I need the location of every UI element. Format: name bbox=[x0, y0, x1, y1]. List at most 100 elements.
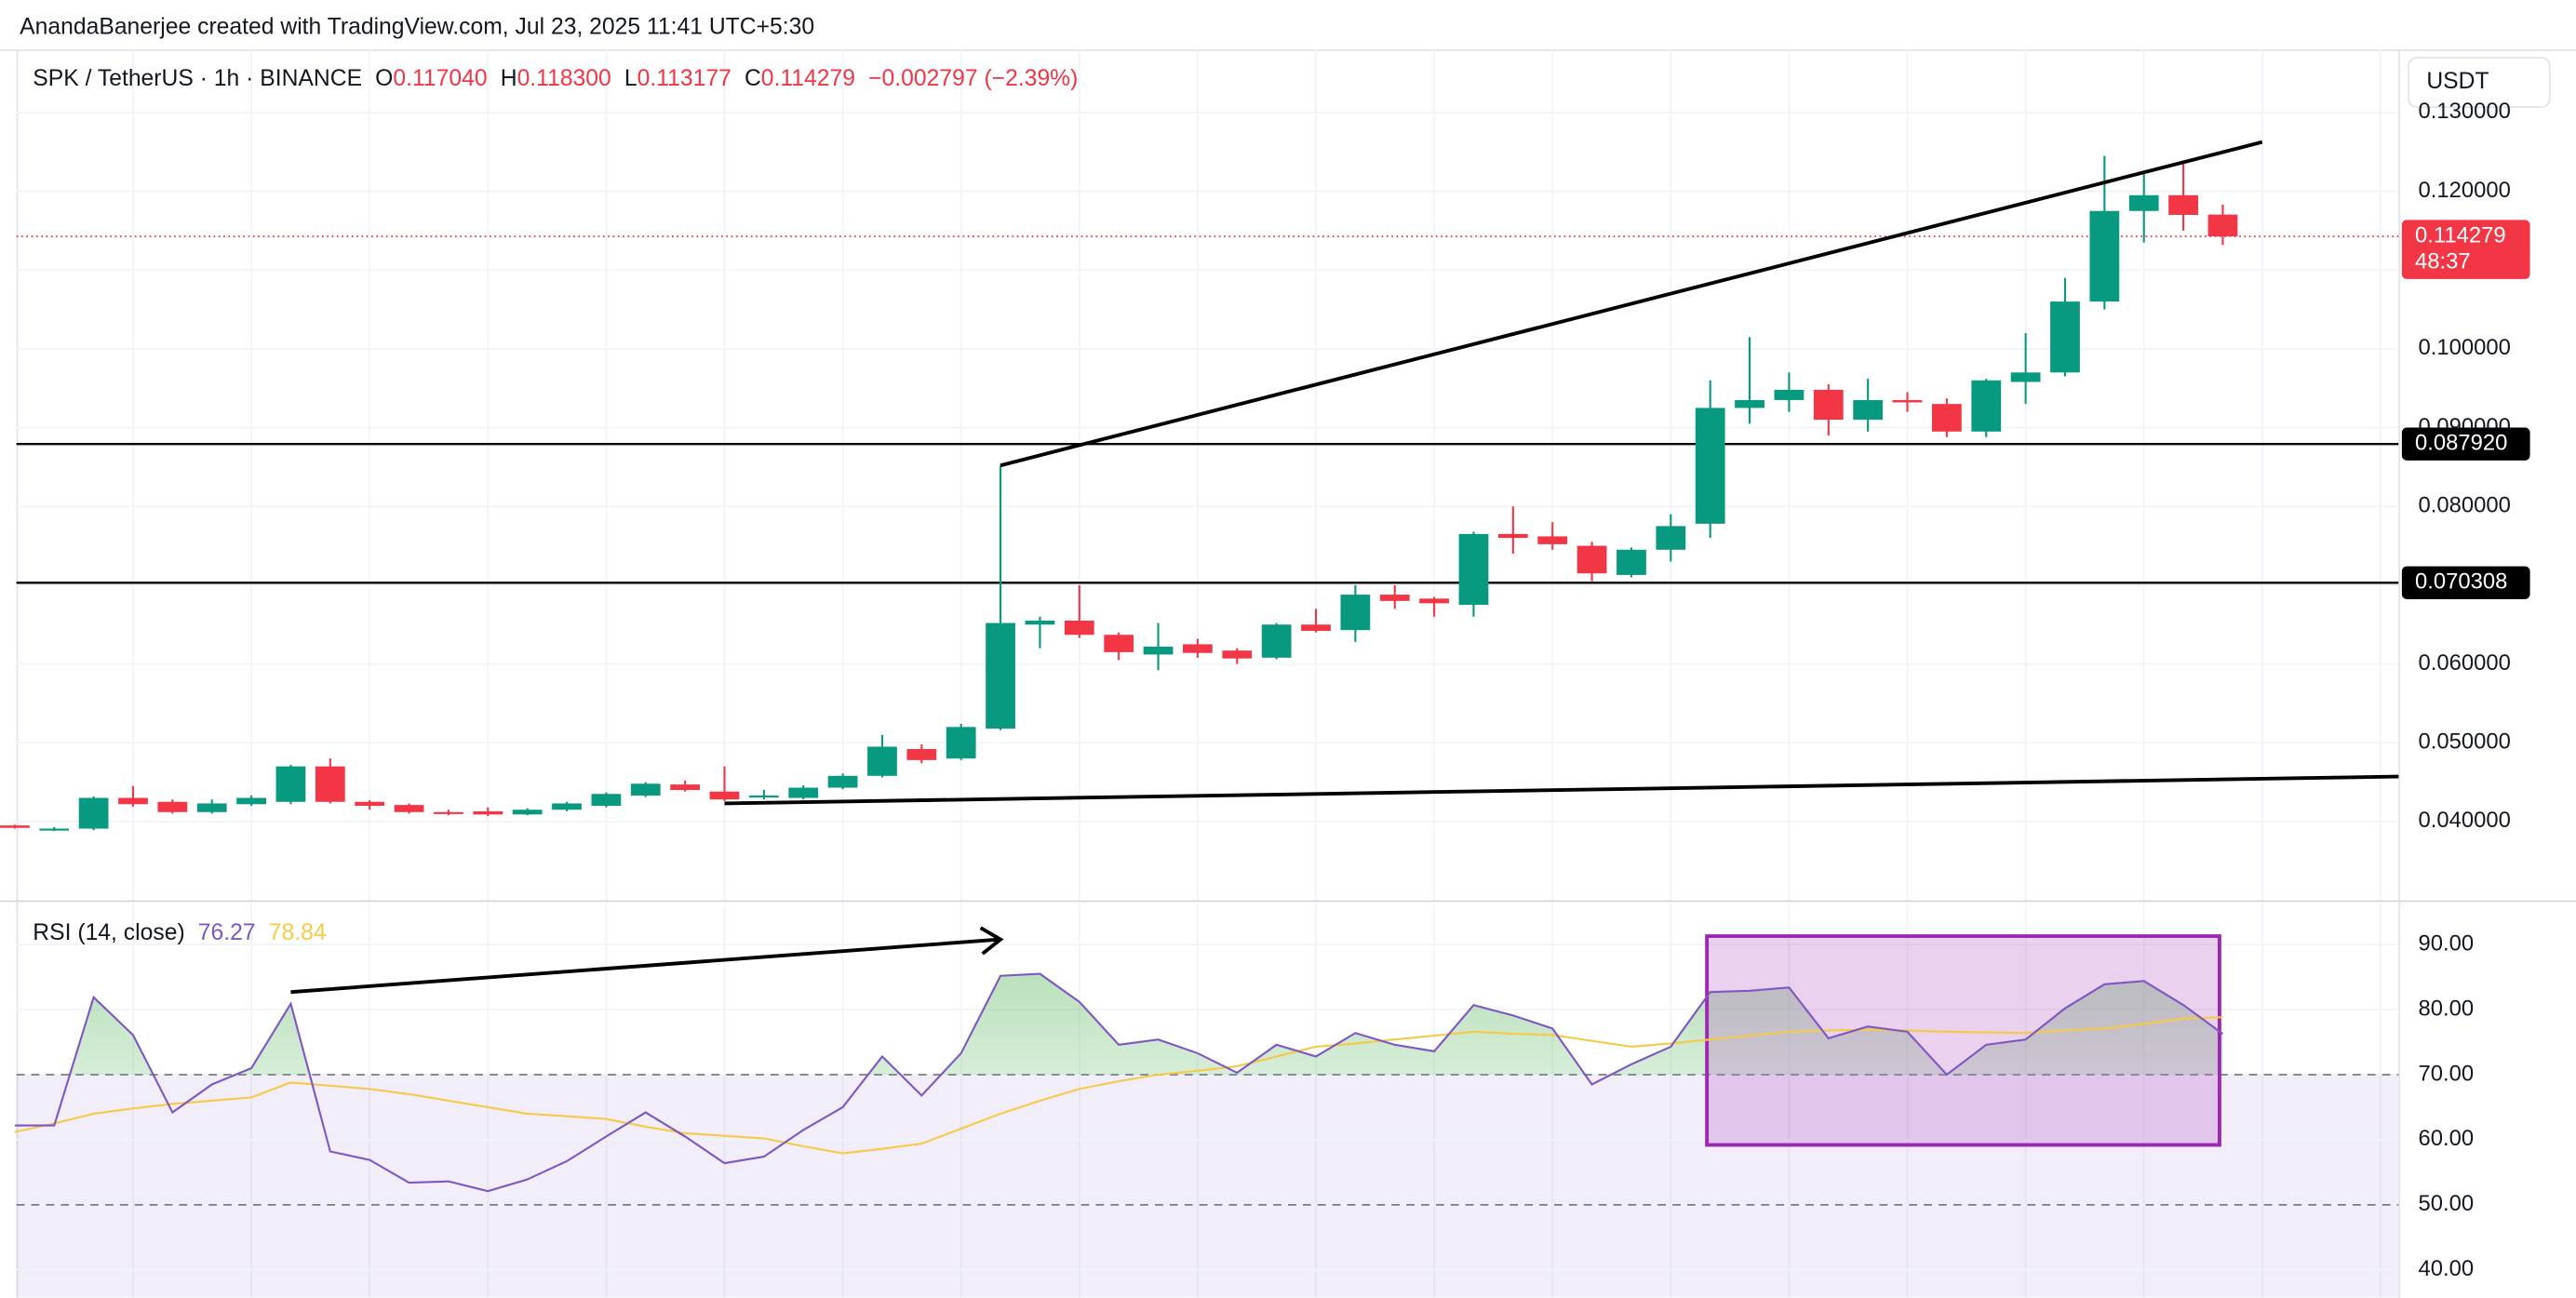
candle-body bbox=[2207, 214, 2238, 237]
candle-body bbox=[157, 801, 188, 812]
ohlc-key: H bbox=[501, 65, 517, 90]
candle-body bbox=[1537, 536, 1568, 544]
candle-body bbox=[1064, 621, 1094, 636]
ohlc-value: 0.117040 bbox=[393, 65, 487, 90]
ohlc-value: 0.114279 bbox=[761, 65, 855, 90]
candle-body bbox=[1656, 526, 1686, 550]
last-price-box bbox=[2401, 220, 2530, 279]
candle-body bbox=[1774, 389, 1805, 400]
candle-body bbox=[1813, 389, 1844, 421]
candle-body bbox=[1458, 533, 1489, 606]
level-label: 0.087920 bbox=[2415, 430, 2507, 455]
y-tick-label: 60.00 bbox=[2419, 1126, 2475, 1151]
arrow-head bbox=[979, 926, 1004, 956]
y-tick-label: 40.00 bbox=[2419, 1256, 2475, 1281]
candle-body bbox=[1183, 644, 1213, 653]
rsi-band bbox=[16, 1074, 2399, 1298]
candle-body bbox=[275, 766, 306, 802]
y-tick-label: 0.060000 bbox=[2419, 650, 2511, 676]
candle-body bbox=[1971, 380, 2002, 432]
trendline bbox=[724, 774, 2399, 806]
candle-body bbox=[1735, 399, 1764, 408]
candle-body bbox=[630, 783, 661, 796]
currency-button-label[interactable]: USDT bbox=[2426, 69, 2489, 94]
candle-body bbox=[1301, 624, 1331, 632]
candle-body bbox=[946, 727, 976, 759]
y-tick-label: 0.050000 bbox=[2419, 729, 2511, 755]
candle-body bbox=[315, 766, 345, 802]
rsi-ma-value: 78.84 bbox=[269, 919, 327, 944]
candle-body bbox=[118, 797, 148, 805]
countdown-label: 48:37 bbox=[2415, 249, 2471, 274]
candle-body bbox=[78, 797, 109, 829]
candle-body bbox=[1419, 598, 1449, 604]
candle-body bbox=[355, 801, 385, 806]
candle-body bbox=[434, 811, 463, 814]
candle-body bbox=[906, 749, 937, 760]
candle-body bbox=[867, 746, 897, 776]
candle-body bbox=[236, 797, 266, 805]
ohlc-key: L bbox=[624, 65, 637, 90]
rsi-line bbox=[14, 972, 2224, 1193]
candle-body bbox=[1576, 545, 1607, 574]
y-tick-label: 0.120000 bbox=[2419, 178, 2511, 203]
candle-body bbox=[1340, 595, 1371, 631]
y-tick-label: 0.080000 bbox=[2419, 493, 2511, 518]
candle-body bbox=[2089, 210, 2120, 302]
price-change: −0.002797 (−2.39%) bbox=[868, 65, 1078, 90]
y-tick-label: 90.00 bbox=[2419, 930, 2475, 956]
rsi-value: 76.27 bbox=[198, 919, 256, 944]
candle-body bbox=[2128, 194, 2159, 211]
price-legend: SPK / TetherUS · 1h · BINANCE O0.117040 H0… bbox=[33, 65, 1078, 90]
trendline bbox=[1000, 140, 2263, 468]
candle-body bbox=[1932, 404, 1962, 432]
candle-body bbox=[827, 775, 858, 788]
candle-body bbox=[986, 622, 1015, 729]
last-price-label: 0.114279 bbox=[2415, 222, 2506, 248]
candle-body bbox=[39, 828, 70, 831]
candle-body bbox=[709, 791, 740, 800]
y-tick-label: 70.00 bbox=[2419, 1061, 2475, 1086]
annotation-arrow bbox=[290, 937, 1001, 995]
candle-body bbox=[1143, 646, 1174, 655]
candle-body bbox=[1617, 549, 1646, 575]
rsi-legend: RSI (14, close) 76.27 78.84 bbox=[33, 919, 327, 944]
ohlc-value: 0.113177 bbox=[637, 65, 731, 90]
candle-body bbox=[670, 784, 701, 791]
candle-body bbox=[2050, 301, 2080, 373]
candle-body bbox=[196, 803, 227, 812]
candle-body bbox=[1025, 621, 1055, 625]
candle-body bbox=[2010, 372, 2041, 382]
candle-body bbox=[473, 810, 503, 815]
candle-body bbox=[394, 805, 424, 812]
y-tick-label: 0.040000 bbox=[2419, 808, 2511, 833]
symbol-title: SPK / TetherUS · 1h · BINANCE bbox=[33, 65, 362, 90]
candle-body bbox=[748, 795, 779, 798]
currency-button[interactable] bbox=[2408, 57, 2551, 108]
y-tick-label: 80.00 bbox=[2419, 996, 2475, 1021]
candle-body bbox=[512, 810, 543, 815]
y-tick-label: 0.100000 bbox=[2419, 335, 2511, 360]
candle-body bbox=[1853, 399, 1884, 421]
candle-body bbox=[1222, 650, 1253, 659]
ohlc-key: O bbox=[375, 65, 393, 90]
candle-body bbox=[1104, 635, 1134, 652]
candle-body bbox=[1379, 595, 1410, 601]
candle-body bbox=[1261, 624, 1292, 658]
candle-body bbox=[2168, 194, 2198, 215]
candle-body bbox=[591, 794, 622, 806]
candle-body bbox=[0, 825, 30, 828]
candle-body bbox=[1497, 533, 1528, 539]
level-label-box bbox=[2401, 427, 2530, 461]
candle-body bbox=[552, 803, 582, 810]
y-tick-label: 0.130000 bbox=[2419, 99, 2511, 124]
candle-body bbox=[788, 787, 819, 798]
overbought-fill bbox=[14, 973, 2223, 1075]
y-tick-label: 50.00 bbox=[2419, 1191, 2475, 1216]
ohlc-key: C bbox=[745, 65, 761, 90]
level-label-box bbox=[2401, 566, 2530, 599]
attribution: AnandaBanerjee created with TradingView.… bbox=[20, 15, 814, 40]
ohlc-value: 0.118300 bbox=[517, 65, 611, 90]
